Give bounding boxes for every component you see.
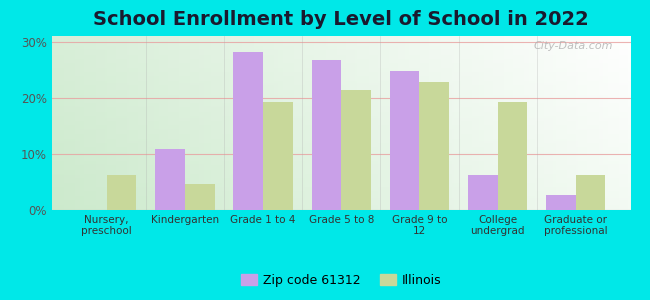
Bar (390, 71, 419, 210)
Bar (419, 82, 449, 210)
Bar (263, 102, 292, 210)
Bar (311, 60, 341, 210)
Bar (185, 184, 215, 210)
Bar (576, 175, 606, 210)
Bar (468, 175, 498, 210)
Bar (155, 149, 185, 210)
Title: School Enrollment by Level of School in 2022: School Enrollment by Level of School in … (94, 10, 589, 29)
Bar (233, 52, 263, 210)
Bar (546, 195, 576, 210)
Bar (498, 102, 527, 210)
Legend: Zip code 61312, Illinois: Zip code 61312, Illinois (237, 270, 445, 291)
Bar (341, 90, 371, 210)
Text: City-Data.com: City-Data.com (534, 41, 613, 51)
Bar (107, 175, 136, 210)
